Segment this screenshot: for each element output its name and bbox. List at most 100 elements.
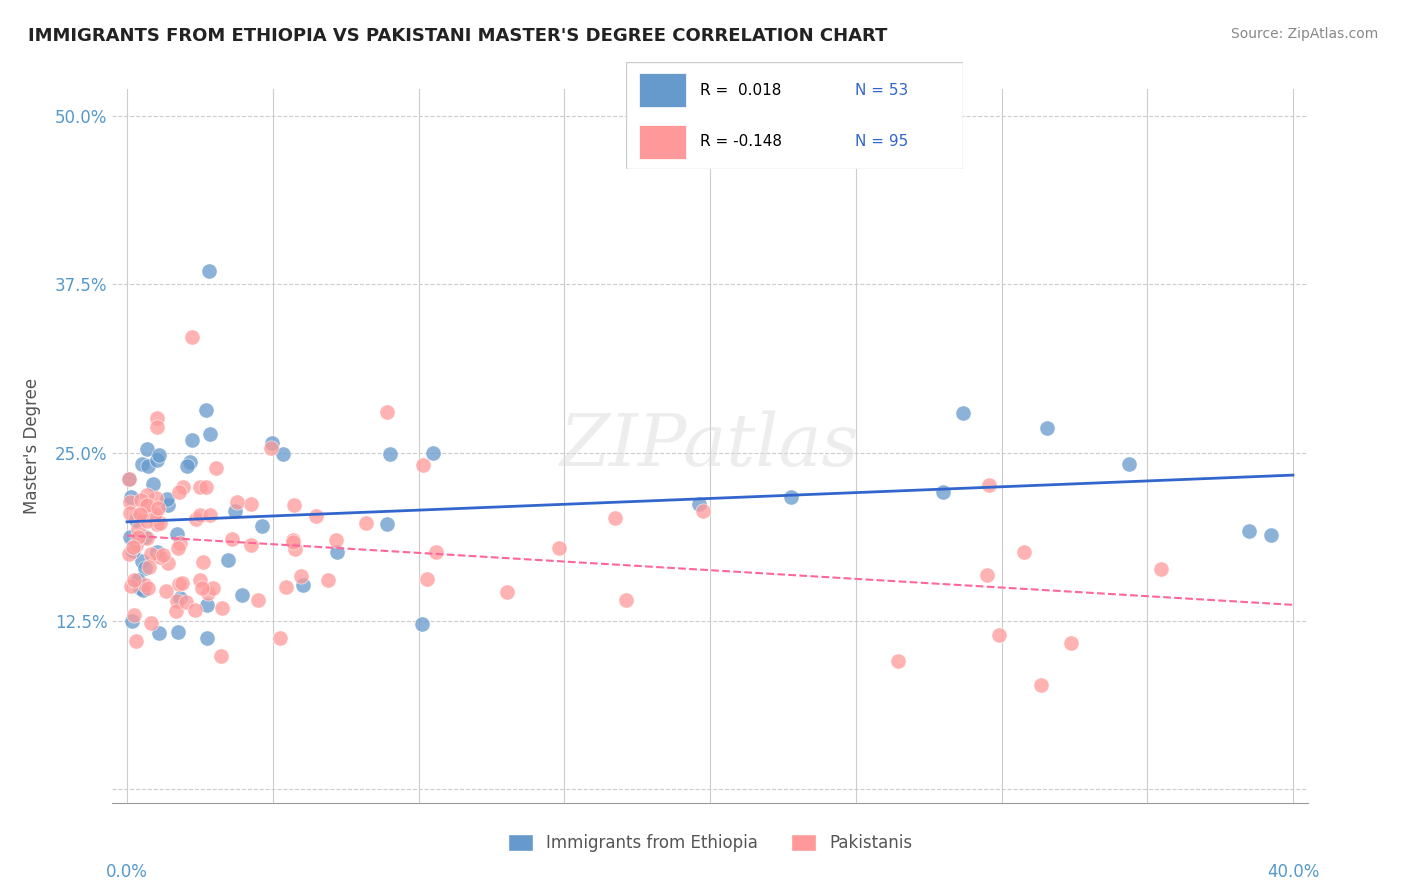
Pakistanis bbox=[156, 556, 179, 570]
Pakistanis bbox=[283, 498, 305, 512]
Pakistanis bbox=[155, 583, 177, 598]
Text: ZIPatlas: ZIPatlas bbox=[560, 410, 860, 482]
Immigrants from Ethiopia bbox=[166, 527, 188, 541]
Immigrants from Ethiopia bbox=[146, 545, 169, 559]
Immigrants from Ethiopia bbox=[148, 626, 170, 640]
Immigrants from Ethiopia bbox=[179, 455, 201, 469]
Immigrants from Ethiopia bbox=[157, 498, 180, 512]
Pakistanis bbox=[129, 493, 152, 508]
Text: R =  0.018: R = 0.018 bbox=[700, 83, 782, 98]
Pakistanis bbox=[117, 547, 139, 561]
Immigrants from Ethiopia bbox=[198, 264, 221, 278]
Text: 0.0%: 0.0% bbox=[105, 863, 148, 881]
Pakistanis bbox=[169, 485, 191, 500]
Pakistanis bbox=[166, 594, 188, 608]
Pakistanis bbox=[122, 540, 145, 554]
Pakistanis bbox=[290, 569, 312, 583]
Pakistanis bbox=[191, 555, 214, 569]
Pakistanis bbox=[197, 586, 219, 600]
Immigrants from Ethiopia bbox=[380, 447, 402, 461]
Pakistanis bbox=[614, 593, 637, 607]
Pakistanis bbox=[148, 501, 170, 516]
Immigrants from Ethiopia bbox=[131, 554, 153, 568]
Immigrants from Ethiopia bbox=[120, 490, 142, 504]
Pakistanis bbox=[135, 500, 157, 514]
Immigrants from Ethiopia bbox=[1036, 421, 1059, 435]
Immigrants from Ethiopia bbox=[136, 458, 159, 473]
Pakistanis bbox=[174, 595, 197, 609]
Text: Source: ZipAtlas.com: Source: ZipAtlas.com bbox=[1230, 27, 1378, 41]
Pakistanis bbox=[152, 549, 174, 563]
Pakistanis bbox=[201, 581, 224, 595]
Pakistanis bbox=[122, 573, 145, 587]
Pakistanis bbox=[129, 507, 152, 521]
Pakistanis bbox=[354, 516, 377, 530]
Pakistanis bbox=[977, 478, 1000, 492]
Pakistanis bbox=[170, 575, 193, 590]
Pakistanis bbox=[165, 604, 187, 618]
Pakistanis bbox=[304, 509, 326, 524]
Pakistanis bbox=[143, 508, 166, 522]
Immigrants from Ethiopia bbox=[231, 589, 253, 603]
Immigrants from Ethiopia bbox=[1237, 524, 1260, 539]
Immigrants from Ethiopia bbox=[271, 447, 294, 461]
Pakistanis bbox=[136, 514, 159, 528]
Pakistanis bbox=[139, 616, 162, 631]
Immigrants from Ethiopia bbox=[375, 516, 398, 531]
Pakistanis bbox=[887, 654, 910, 668]
Immigrants from Ethiopia bbox=[260, 436, 283, 450]
Pakistanis bbox=[136, 498, 159, 512]
Immigrants from Ethiopia bbox=[291, 578, 314, 592]
Pakistanis bbox=[226, 495, 249, 509]
Pakistanis bbox=[281, 534, 304, 549]
Pakistanis bbox=[141, 547, 163, 561]
Pakistanis bbox=[284, 542, 307, 557]
Immigrants from Ethiopia bbox=[952, 406, 974, 420]
Immigrants from Ethiopia bbox=[127, 573, 149, 587]
Pakistanis bbox=[145, 491, 167, 505]
Pakistanis bbox=[412, 458, 434, 473]
Immigrants from Ethiopia bbox=[780, 490, 803, 504]
Pakistanis bbox=[1012, 545, 1035, 559]
Immigrants from Ethiopia bbox=[129, 581, 152, 595]
Text: N = 95: N = 95 bbox=[855, 134, 908, 149]
Pakistanis bbox=[167, 541, 190, 555]
Pakistanis bbox=[274, 580, 297, 594]
Pakistanis bbox=[188, 574, 211, 588]
Pakistanis bbox=[136, 581, 159, 595]
Pakistanis bbox=[127, 523, 149, 537]
Immigrants from Ethiopia bbox=[122, 544, 145, 558]
Pakistanis bbox=[127, 530, 149, 544]
Immigrants from Ethiopia bbox=[121, 615, 143, 629]
Immigrants from Ethiopia bbox=[118, 472, 141, 486]
Immigrants from Ethiopia bbox=[326, 544, 349, 558]
Pakistanis bbox=[240, 498, 263, 512]
Pakistanis bbox=[134, 578, 156, 592]
Immigrants from Ethiopia bbox=[688, 497, 710, 511]
Pakistanis bbox=[415, 572, 437, 586]
Pakistanis bbox=[138, 560, 160, 574]
Immigrants from Ethiopia bbox=[422, 446, 444, 460]
Pakistanis bbox=[496, 584, 519, 599]
Immigrants from Ethiopia bbox=[217, 553, 239, 567]
Immigrants from Ethiopia bbox=[1260, 528, 1282, 542]
Immigrants from Ethiopia bbox=[120, 530, 142, 544]
Pakistanis bbox=[172, 480, 194, 494]
Pakistanis bbox=[146, 410, 169, 425]
Immigrants from Ethiopia bbox=[181, 433, 204, 447]
Pakistanis bbox=[603, 511, 626, 525]
Immigrants from Ethiopia bbox=[156, 492, 179, 507]
Immigrants from Ethiopia bbox=[134, 530, 156, 544]
Immigrants from Ethiopia bbox=[131, 457, 153, 471]
Pakistanis bbox=[122, 607, 145, 622]
Text: R = -0.148: R = -0.148 bbox=[700, 134, 782, 149]
Pakistanis bbox=[120, 579, 142, 593]
Text: IMMIGRANTS FROM ETHIOPIA VS PAKISTANI MASTER'S DEGREE CORRELATION CHART: IMMIGRANTS FROM ETHIOPIA VS PAKISTANI MA… bbox=[28, 27, 887, 45]
Pakistanis bbox=[325, 533, 347, 547]
Immigrants from Ethiopia bbox=[224, 504, 246, 518]
Immigrants from Ethiopia bbox=[146, 452, 169, 467]
Immigrants from Ethiopia bbox=[142, 477, 165, 491]
Pakistanis bbox=[548, 541, 571, 555]
Immigrants from Ethiopia bbox=[197, 598, 219, 612]
Pakistanis bbox=[375, 404, 398, 418]
